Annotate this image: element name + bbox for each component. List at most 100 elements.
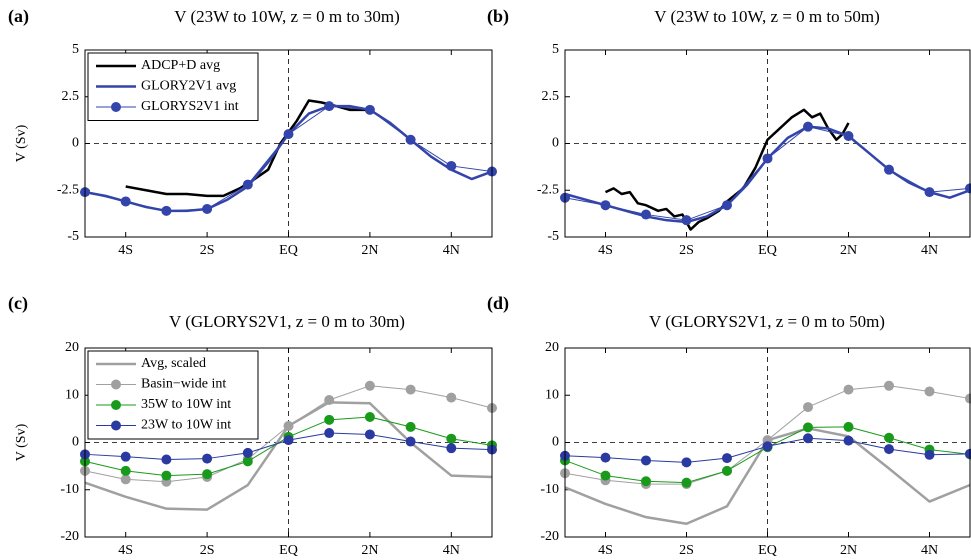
chart-title: V (23W to 10W, z = 0 m to 50m) bbox=[654, 7, 880, 26]
y-tick-label: -2.5 bbox=[537, 182, 559, 197]
marker bbox=[803, 422, 813, 433]
y-tick-label: -2.5 bbox=[57, 182, 79, 197]
marker bbox=[364, 411, 375, 422]
x-tick-label: 2S bbox=[679, 543, 694, 558]
marker bbox=[242, 456, 253, 467]
y-tick-label: 2.5 bbox=[542, 89, 560, 104]
marker bbox=[446, 443, 457, 454]
marker bbox=[924, 187, 935, 198]
y-tick-label: 5 bbox=[552, 42, 559, 57]
y-tick-label: 20 bbox=[65, 340, 79, 355]
y-tick-label: -20 bbox=[540, 529, 559, 544]
marker bbox=[681, 457, 692, 468]
marker bbox=[641, 209, 651, 220]
marker bbox=[843, 421, 854, 432]
y-tick-label: 0 bbox=[552, 136, 559, 151]
y-tick-label: 0 bbox=[72, 136, 79, 151]
marker bbox=[324, 428, 335, 439]
marker bbox=[242, 179, 253, 190]
panel-label: (b) bbox=[487, 6, 509, 27]
marker bbox=[924, 449, 935, 460]
panel-label: (d) bbox=[487, 293, 509, 314]
x-tick-label: 2N bbox=[361, 243, 378, 258]
x-tick-label: 4S bbox=[118, 543, 133, 558]
legend-label: GLORYS2V1 int bbox=[141, 99, 239, 114]
marker bbox=[446, 160, 457, 171]
marker bbox=[202, 469, 213, 480]
legend-label: ADCP+D avg bbox=[141, 58, 220, 73]
marker bbox=[681, 215, 692, 226]
legend-label: GLORY2V1 avg bbox=[141, 79, 236, 94]
marker bbox=[600, 200, 611, 211]
y-tick-label: 5 bbox=[72, 42, 79, 57]
y-tick-label: 20 bbox=[545, 340, 559, 355]
marker bbox=[120, 465, 131, 476]
marker bbox=[722, 465, 732, 476]
x-tick-label: 2S bbox=[200, 543, 215, 558]
marker bbox=[762, 441, 773, 452]
marker bbox=[641, 455, 651, 466]
marker bbox=[405, 384, 416, 395]
x-tick-label: 2S bbox=[200, 243, 215, 258]
marker bbox=[843, 131, 854, 142]
y-tick-label: 0 bbox=[72, 435, 79, 450]
x-tick-label: 2N bbox=[840, 243, 857, 258]
x-tick-label: 4S bbox=[598, 543, 613, 558]
marker bbox=[405, 436, 416, 447]
marker bbox=[161, 470, 172, 481]
y-tick-label: -20 bbox=[60, 529, 79, 544]
marker bbox=[884, 444, 894, 455]
marker bbox=[641, 476, 651, 487]
y-axis-label: V (Sv) bbox=[14, 124, 29, 162]
chart-title: V (GLORYS2V1, z = 0 m to 50m) bbox=[649, 312, 885, 331]
marker bbox=[364, 380, 375, 391]
chart-title: V (23W to 10W, z = 0 m to 30m) bbox=[174, 7, 400, 26]
marker bbox=[884, 432, 894, 443]
x-tick-label: EQ bbox=[758, 243, 777, 258]
marker bbox=[884, 380, 894, 391]
marker bbox=[843, 435, 854, 446]
marker bbox=[120, 474, 131, 485]
marker bbox=[283, 129, 294, 140]
marker bbox=[681, 477, 692, 488]
marker bbox=[324, 414, 335, 425]
marker bbox=[120, 451, 131, 462]
marker bbox=[803, 402, 813, 413]
marker bbox=[884, 164, 894, 175]
x-tick-label: 4S bbox=[118, 243, 133, 258]
marker bbox=[600, 452, 611, 463]
marker bbox=[120, 196, 131, 207]
y-tick-label: -10 bbox=[60, 482, 79, 497]
marker bbox=[843, 384, 854, 395]
x-tick-label: EQ bbox=[279, 543, 298, 558]
legend-label: 23W to 10W int bbox=[141, 418, 231, 433]
marker bbox=[324, 101, 335, 112]
marker bbox=[324, 394, 335, 405]
marker bbox=[242, 447, 253, 458]
x-tick-label: EQ bbox=[758, 543, 777, 558]
panel-label: (c) bbox=[8, 293, 28, 314]
marker bbox=[161, 454, 172, 465]
x-tick-label: 4N bbox=[443, 243, 460, 258]
legend-label: Avg, scaled bbox=[141, 356, 206, 371]
y-tick-label: 10 bbox=[545, 387, 559, 402]
chart-title: V (GLORYS2V1, z = 0 m to 30m) bbox=[169, 312, 405, 331]
plot-frame bbox=[84, 347, 493, 538]
marker bbox=[364, 104, 375, 115]
marker bbox=[202, 453, 213, 464]
marker bbox=[405, 134, 416, 145]
y-tick-label: 0 bbox=[552, 435, 559, 450]
x-tick-label: EQ bbox=[279, 243, 298, 258]
x-tick-label: 4N bbox=[443, 543, 460, 558]
y-tick-label: 2.5 bbox=[62, 89, 80, 104]
y-tick-label: -10 bbox=[540, 482, 559, 497]
plot-frame bbox=[564, 49, 971, 238]
marker bbox=[803, 433, 813, 444]
marker bbox=[405, 421, 416, 432]
x-tick-label: 4S bbox=[598, 243, 613, 258]
legend-marker bbox=[111, 400, 121, 410]
x-tick-label: 2S bbox=[679, 243, 694, 258]
legend-label: 35W to 10W int bbox=[141, 397, 231, 412]
marker bbox=[803, 121, 813, 132]
